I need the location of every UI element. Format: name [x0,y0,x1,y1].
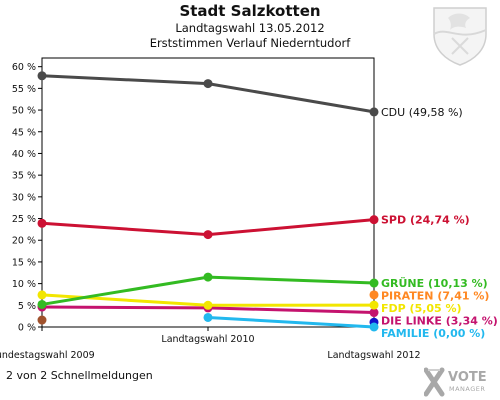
coat-of-arms-icon [433,7,487,66]
data-point [203,300,213,310]
y-tick-label: 20 % [12,236,36,247]
x-tick-label: Bundestagswahl 2009 [0,350,95,361]
plot-frame [41,57,375,328]
y-tick-label: 50 % [12,106,36,117]
data-point [37,315,47,325]
series-end-label: GRÜNE (10,13 %) [381,276,488,290]
chart-subtitle-election: Landtagswahl 13.05.2012 [175,21,325,35]
chart-header: Stadt Salzkotten Landtagswahl 13.05.2012… [0,2,500,51]
data-point [369,290,379,300]
chart-series [37,71,379,332]
series-end-label: CDU (49,58 %) [381,106,463,119]
y-tick-label: 60 % [12,62,36,73]
series-spd [37,215,379,240]
y-tick-label: 5 % [18,301,36,312]
data-point [369,107,379,117]
data-point [37,299,47,309]
data-point [369,308,379,318]
y-tick-label: 25 % [12,214,36,225]
y-tick-label: 35 % [12,171,36,182]
chart-title: Stadt Salzkotten [179,2,321,20]
y-tick-label: 40 % [12,149,36,160]
data-point [203,79,213,89]
vote-x-icon [424,367,445,397]
data-point [203,230,213,240]
y-tick-label: 10 % [12,279,36,290]
data-point [37,218,47,228]
series-line [207,315,375,329]
series-cdu [37,71,379,117]
brand-sub: MANAGER [449,385,485,393]
data-point [369,215,379,225]
series-familie [203,312,379,332]
series-gr-ne [37,272,379,309]
series-end-label: FAMILIE (0,00 %) [381,327,485,340]
series-unlabelled [37,315,47,325]
data-point [369,300,379,310]
data-point [37,290,47,300]
series-end-label: PIRATEN (7,41 %) [381,290,489,303]
x-tick-label: Landtagswahl 2012 [327,350,420,361]
chart-axes: 0 % 5 % 10 % 15 % 20 % 25 % 30 % 35 % 40 % 45 % 50… [0,57,421,361]
series-end-label: FDP (5,05 %) [381,302,462,315]
y-tick-label: 15 % [12,257,36,268]
y-tick-label: 55 % [12,84,36,95]
series-end-label: DIE LINKE (3,34 %) [381,315,498,328]
data-point [203,272,213,282]
series-labels: CDU (49,58 %) SPD (24,74 %) GRÜNE (10,13 %… [381,106,498,340]
series-piraten [369,290,379,300]
data-point [369,322,379,332]
x-tick-label: Landtagswahl 2010 [161,334,254,345]
brand-main: VOTE [448,370,487,385]
series-fdp [37,290,379,310]
vote-manager-logo: VOTE MANAGER [424,367,487,397]
data-point [369,278,379,288]
data-point [203,312,213,322]
chart-subtitle-district: Erststimmen Verlauf Niederntudorf [149,36,351,50]
y-tick-label: 45 % [12,127,36,138]
y-tick-label: 0 % [18,323,36,334]
y-tick-label: 30 % [12,192,36,203]
footnote: 2 von 2 Schnellmeldungen [6,369,153,382]
series-end-label: SPD (24,74 %) [381,214,470,227]
data-point [37,71,47,81]
